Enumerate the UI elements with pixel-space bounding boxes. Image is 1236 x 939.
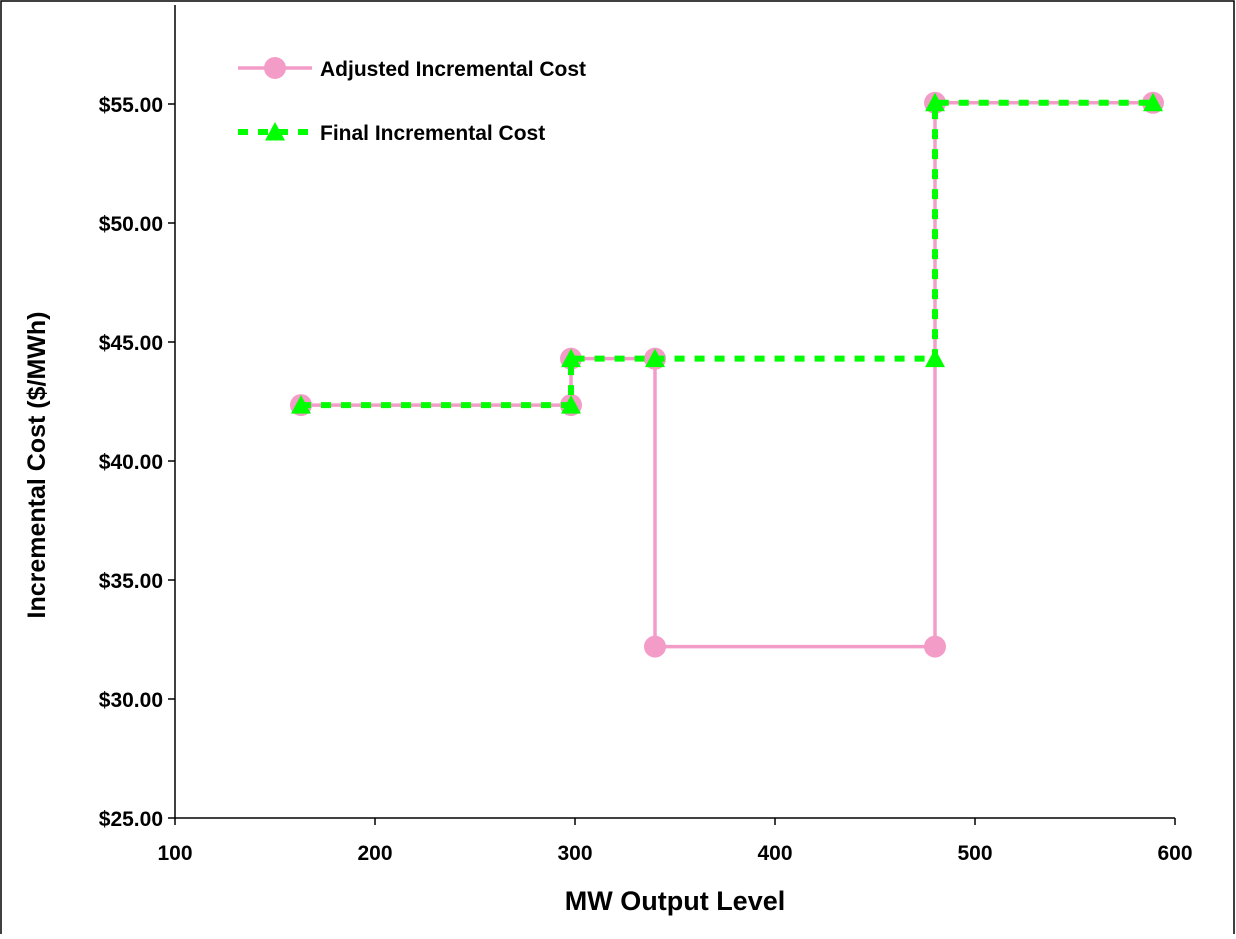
x-tick-label: 200 [357,842,392,865]
y-tick-label: $30.00 [99,689,163,712]
y-axis-ticks: $25.00 $30.00 $35.00 $40.00 $45.00 $50.00 $55.… [99,94,175,831]
data-point-triangle [561,395,581,414]
y-tick-label: $40.00 [99,451,163,474]
y-tick-label: $45.00 [99,332,163,355]
legend-swatch-marker [265,122,285,141]
x-axis-ticks: 100 200 300 400 500 600 [157,818,1193,865]
legend-label: Adjusted Incremental Cost [320,58,586,81]
data-point-triangle [645,348,665,368]
legend-swatch-marker [264,57,286,79]
series-final [291,92,1163,414]
data-point-circle [924,635,946,658]
y-tick-label: $55.00 [99,94,163,117]
data-point-triangle [291,395,311,414]
legend-item: Final Incremental Cost [238,122,545,145]
x-tick-label: 100 [157,842,192,865]
y-axis-title: Incremental Cost ($/MWh) [23,312,51,619]
data-point-triangle [1143,92,1163,112]
data-point-triangle [561,348,581,368]
x-tick-label: 600 [1157,842,1192,865]
legend: Adjusted Incremental Cost Final Increment… [238,57,586,145]
y-tick-label: $35.00 [99,570,163,593]
x-tick-label: 400 [757,842,792,865]
x-tick-label: 500 [957,842,992,865]
y-tick-label: $25.00 [99,808,163,831]
series-layer [290,91,1164,658]
x-tick-label: 300 [557,842,592,865]
legend-label: Final Incremental Cost [320,122,545,145]
x-axis-title: MW Output Level [565,886,785,916]
data-point-circle [644,635,666,658]
data-point-triangle [925,92,945,112]
y-tick-label: $50.00 [99,213,163,236]
data-point-triangle [925,348,945,368]
legend-item: Adjusted Incremental Cost [238,57,586,81]
